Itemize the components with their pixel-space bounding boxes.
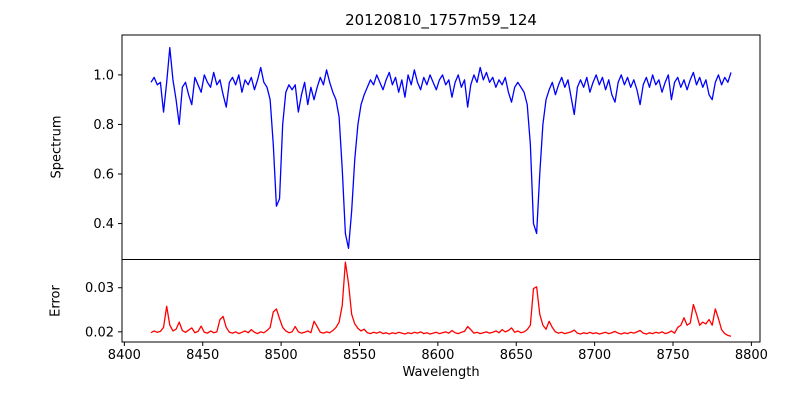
x-axis-tick-label: 8550 — [343, 348, 376, 363]
x-axis-tick-label: 8800 — [735, 348, 768, 363]
x-axis-tick-label: 8450 — [186, 348, 219, 363]
plot-title: 20120810_1757m59_124 — [345, 11, 537, 29]
y-axis-tick-label: 0.03 — [85, 281, 114, 296]
error-axis-label: Error — [48, 285, 64, 317]
x-axis-tick-label: 8700 — [578, 348, 611, 363]
x-axis-tick-label: 8500 — [265, 348, 298, 363]
spectrum-panel-border — [121, 34, 761, 260]
spectrum-axis-label: Spectrum — [49, 115, 65, 179]
error-line — [150, 261, 732, 337]
error-panel-border — [121, 259, 761, 343]
wavelength-axis-label: Wavelength — [402, 365, 480, 380]
y-axis-tick-label: 0.02 — [85, 325, 114, 340]
y-axis-tick-label: 0.6 — [93, 168, 114, 183]
y-axis-tick-label: 1.0 — [93, 68, 114, 83]
x-axis-tick-label: 8600 — [421, 348, 454, 363]
x-axis-tick-label: 8650 — [500, 348, 533, 363]
y-axis-tick-label: 0.4 — [93, 217, 114, 232]
spectrum-line — [150, 46, 732, 250]
x-axis-tick-label: 8750 — [656, 348, 689, 363]
y-axis-tick-label: 0.8 — [93, 118, 114, 133]
x-axis-tick-label: 8400 — [108, 348, 141, 363]
